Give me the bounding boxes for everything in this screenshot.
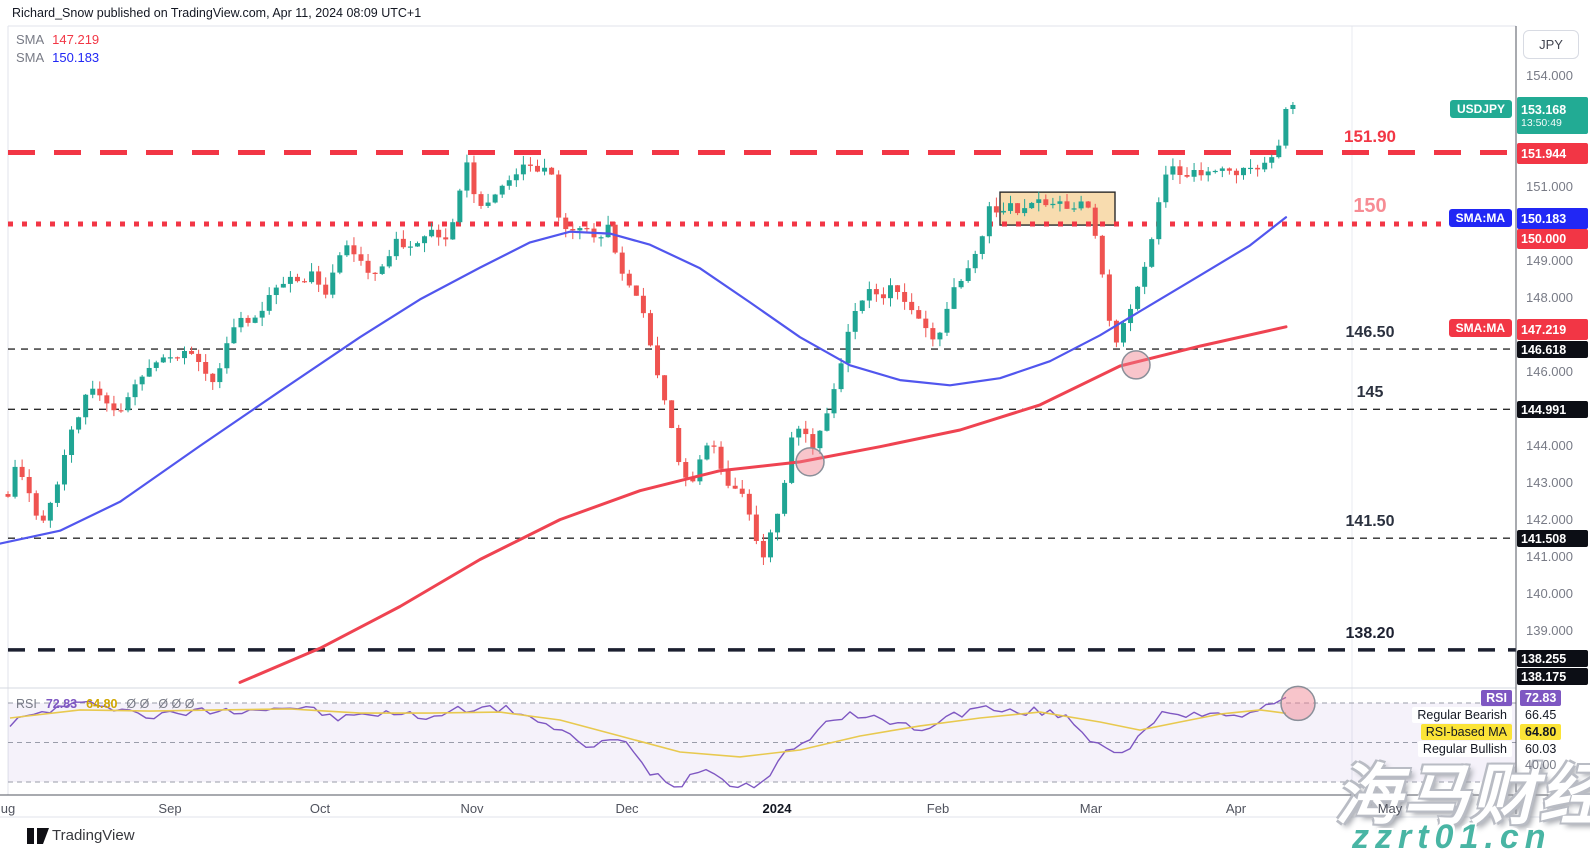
rsi-value-66.45: 66.45 bbox=[1525, 708, 1557, 722]
rsi-legend-item: Ø Ø bbox=[126, 697, 150, 711]
rsi-row-label-Regular Bearish: Regular Bearish bbox=[1412, 707, 1512, 723]
price-tick-148.000: 148.000 bbox=[1526, 289, 1573, 305]
rsi-legend: RSI 72.83 64.80 Ø Ø Ø Ø Ø bbox=[16, 697, 203, 711]
sma-red-200-line bbox=[238, 325, 1288, 684]
rsi-legend-item: 72.83 bbox=[45, 697, 78, 711]
rsi-row-label-RSI-based MA: RSI-based MA bbox=[1420, 724, 1512, 740]
tradingview-logo-icon[interactable] bbox=[26, 826, 50, 846]
candlestick-series bbox=[5, 102, 1296, 566]
price-badge-153.168: 153.168 13:50:49 bbox=[1517, 97, 1588, 134]
price-badge-138.255: 138.255 bbox=[1517, 650, 1588, 667]
price-tick-144.000: 144.000 bbox=[1526, 437, 1573, 453]
annotation-circle-1 bbox=[795, 447, 825, 477]
rsi-legend-item: RSI bbox=[16, 697, 37, 711]
level-label-138.20: 138.20 bbox=[1345, 624, 1395, 642]
price-tick-151.000: 151.000 bbox=[1526, 178, 1573, 194]
time-label-2024[interactable]: 2024 bbox=[762, 801, 792, 816]
time-label-Feb[interactable]: Feb bbox=[926, 801, 950, 816]
annotation-circle-2 bbox=[1121, 350, 1151, 380]
currency-button[interactable]: JPY bbox=[1523, 30, 1579, 59]
rsi-ma-line bbox=[9, 708, 1287, 758]
price-tick-142.000: 142.000 bbox=[1526, 511, 1573, 527]
tradingview-brand-text[interactable]: TradingView bbox=[52, 827, 135, 844]
time-label-Sep[interactable]: Sep bbox=[158, 801, 182, 816]
sma-legend-row-1: SMA 147.219 bbox=[16, 32, 99, 47]
sma-legend-row-2: SMA 150.183 bbox=[16, 50, 99, 65]
rsi-legend-item: 64.80 bbox=[86, 697, 118, 711]
time-label-Dec[interactable]: Dec bbox=[615, 801, 639, 816]
sma-label: SMA bbox=[16, 32, 45, 47]
rsi-value-40.00: 40.00 bbox=[1525, 758, 1557, 772]
time-label-Oct[interactable]: Oct bbox=[309, 801, 331, 816]
watermark-url: zzrt01.cn bbox=[1352, 818, 1552, 856]
price-badge-150.000: 150.000 bbox=[1517, 229, 1588, 249]
price-badge-144.991: 144.991 bbox=[1517, 401, 1588, 418]
time-label-Apr[interactable]: Apr bbox=[1225, 801, 1247, 816]
sma-blue-50-line bbox=[0, 216, 1288, 545]
price-badge-138.175: 138.175 bbox=[1517, 668, 1588, 685]
rsi-value-60.03: 60.03 bbox=[1525, 742, 1557, 756]
price-tick-139.000: 139.000 bbox=[1526, 622, 1573, 638]
series-chip-SMA:MA: SMA:MA bbox=[1448, 209, 1512, 227]
rsi-row-label-Regular Bullish: Regular Bullish bbox=[1417, 741, 1512, 757]
series-chip-SMA:MA: SMA:MA bbox=[1448, 319, 1512, 337]
price-tick-141.000: 141.000 bbox=[1526, 548, 1573, 564]
sma-red-value: 147.219 bbox=[52, 32, 100, 47]
price-badge-150.183: 150.183 bbox=[1517, 208, 1588, 229]
sma-label: SMA bbox=[16, 50, 45, 65]
level-label-145: 145 bbox=[1356, 384, 1384, 402]
last-update-time: 13:50:49 bbox=[1521, 116, 1562, 129]
rsi-value-72.83: 72.83 bbox=[1520, 690, 1562, 706]
price-tick-146.000: 146.000 bbox=[1526, 363, 1573, 379]
level-label-146.50: 146.50 bbox=[1345, 324, 1395, 342]
rsi-band bbox=[8, 703, 1516, 782]
price-badge-141.508: 141.508 bbox=[1517, 530, 1588, 547]
time-label-Nov[interactable]: Nov bbox=[460, 801, 484, 816]
series-chip-USDJPY: USDJPY bbox=[1449, 100, 1512, 118]
price-badge-147.219: 147.219 bbox=[1517, 319, 1588, 340]
watermark-cn: 海马财经 bbox=[1335, 758, 1590, 832]
level-label-150: 150 bbox=[1353, 194, 1387, 217]
time-label-May[interactable]: May bbox=[1377, 801, 1403, 816]
price-tick-149.000: 149.000 bbox=[1526, 252, 1573, 268]
rsi-row-label-RSI: RSI bbox=[1481, 690, 1512, 706]
price-badge-151.944: 151.944 bbox=[1517, 143, 1588, 164]
time-label-Mar[interactable]: Mar bbox=[1079, 801, 1103, 816]
sma-blue-value: 150.183 bbox=[52, 50, 100, 65]
publication-title: Richard_Snow published on TradingView.co… bbox=[12, 6, 422, 20]
rsi-annotation-circle bbox=[1280, 685, 1316, 722]
price-tick-154.000: 154.000 bbox=[1526, 67, 1573, 83]
rsi-legend-item: Ø Ø Ø bbox=[158, 697, 195, 711]
price-badge-146.618: 146.618 bbox=[1517, 341, 1588, 358]
rsi-value-64.80: 64.80 bbox=[1520, 724, 1562, 740]
level-label-151.90: 151.90 bbox=[1344, 126, 1396, 146]
price-tick-143.000: 143.000 bbox=[1526, 474, 1573, 490]
time-label-ug[interactable]: ug bbox=[0, 801, 16, 816]
price-tick-140.000: 140.000 bbox=[1526, 585, 1573, 601]
level-label-141.50: 141.50 bbox=[1345, 513, 1395, 531]
